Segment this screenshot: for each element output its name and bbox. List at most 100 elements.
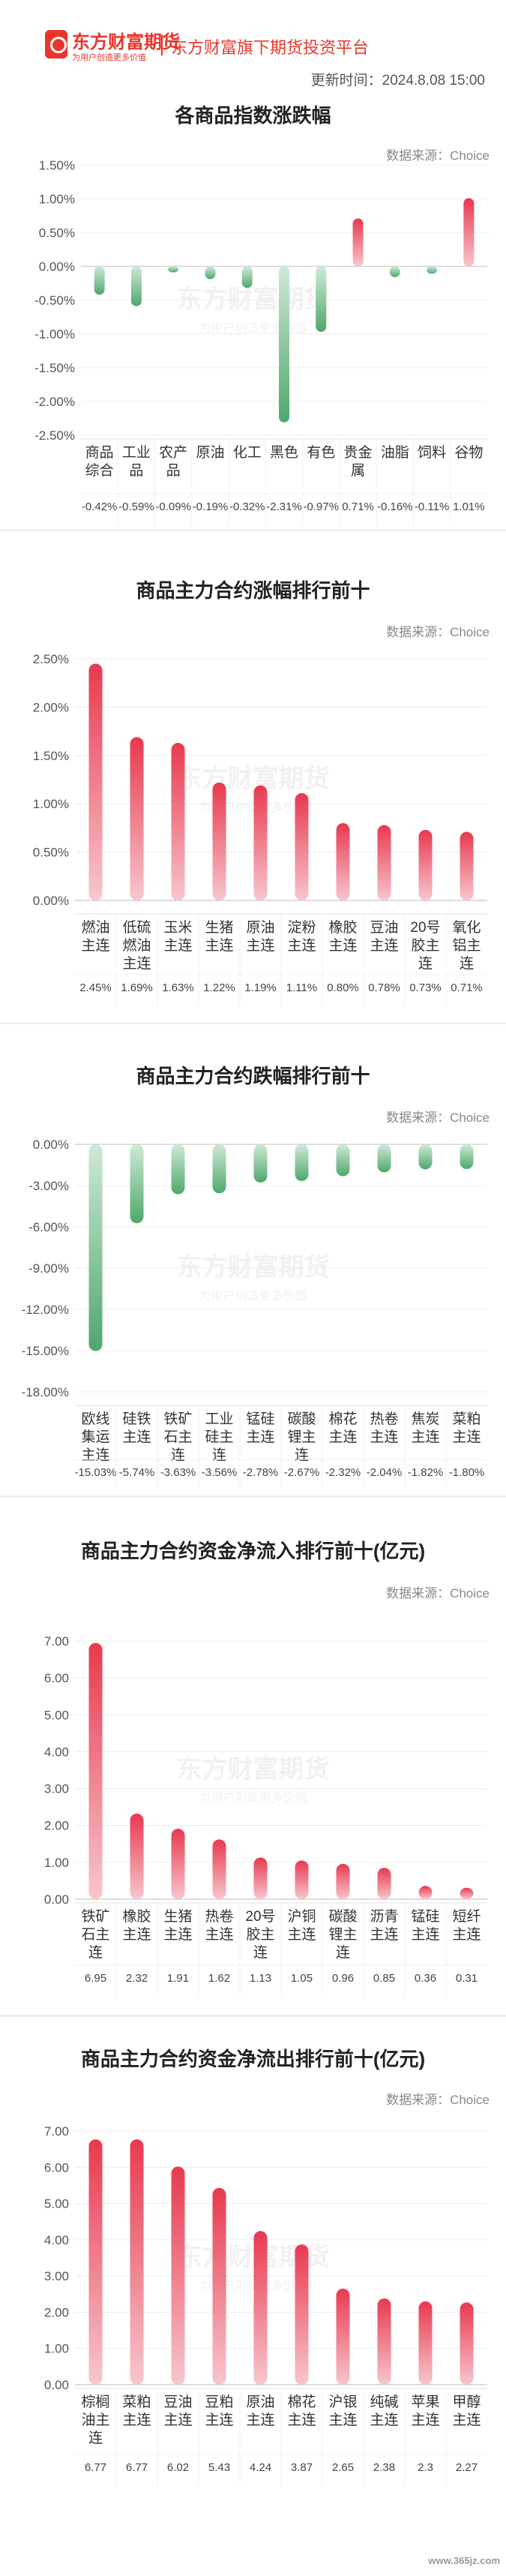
chart-title: 商品主力合约跌幅排行前十 — [136, 1065, 370, 1087]
value-label: 1.05 — [291, 1972, 313, 1985]
brand-name: 东方财富期货 — [72, 27, 180, 53]
bar — [130, 1144, 144, 1223]
category-label: 热卷 — [370, 1411, 398, 1427]
value-label: 0.96 — [332, 1972, 354, 1985]
value-label: -0.32% — [229, 500, 265, 513]
value-label: 0.31 — [456, 1972, 478, 1985]
data-source: 数据来源：Choice — [386, 2093, 490, 2107]
bar — [172, 2166, 185, 2385]
data-source: 数据来源：Choice — [386, 625, 490, 639]
category-label: 谷物 — [454, 444, 483, 461]
y-tick-label: -2.00% — [34, 395, 75, 409]
category-label: 豆油 — [370, 919, 398, 936]
value-label: 6.77 — [85, 2461, 106, 2474]
category-label: 碳酸 — [328, 1908, 357, 1925]
category-label: 主连 — [370, 937, 398, 954]
watermark-slogan: 为用户创造更多价值 — [199, 321, 307, 335]
y-tick-label: 0.00 — [44, 1892, 69, 1907]
category-label: 20号 — [245, 1909, 275, 1925]
value-label: -0.42% — [82, 500, 118, 513]
category-label: 棕榈 — [81, 2394, 109, 2410]
y-tick-label: 0.00% — [39, 260, 75, 274]
y-tick-label: -15.00% — [22, 1344, 69, 1358]
value-label: 1.69% — [121, 981, 153, 994]
bar — [254, 2231, 268, 2385]
category-label: 主连 — [411, 1429, 439, 1445]
category-label: 主连 — [411, 2412, 439, 2428]
category-label: 主连 — [370, 1926, 398, 1943]
bar — [172, 1144, 185, 1195]
y-tick-label: 1.00% — [33, 797, 69, 811]
category-label: 主连 — [163, 2412, 192, 2428]
category-label: 连 — [253, 1944, 268, 1961]
value-label: 1.91 — [167, 1972, 189, 1985]
bar — [390, 266, 400, 277]
bar — [419, 1886, 433, 1899]
category-label: 化工 — [233, 444, 262, 461]
bar — [460, 832, 474, 900]
watermark-text: 东方财富期货 — [177, 1754, 330, 1784]
y-tick-label: 3.00 — [44, 1782, 69, 1796]
bar — [130, 1814, 144, 1899]
watermark-text: 东方财富期货 — [177, 764, 330, 793]
value-label: -0.97% — [304, 500, 340, 513]
category-label: 主连 — [163, 1926, 192, 1943]
update-time: 更新时间：2024.8.08 15:00 — [311, 69, 485, 89]
category-label: 生猪 — [163, 1908, 192, 1925]
y-tick-label: 1.00 — [44, 2342, 69, 2356]
bar — [130, 737, 144, 900]
bar — [213, 783, 226, 900]
chart-title: 商品主力合约涨幅排行前十 — [136, 579, 370, 602]
category-label: 豆粕 — [205, 2394, 233, 2410]
y-tick-label: -18.00% — [22, 1385, 69, 1399]
chart-net-outflow: 商品主力合约资金净流出排行前十(亿元) 数据来源：Choice 东方财富期货 为用户创… — [0, 2017, 506, 2555]
platform-tagline: 东方财富旗下期货投资平台 — [171, 35, 369, 59]
category-label: 主连 — [81, 1447, 109, 1463]
y-tick-label: 0.50% — [33, 846, 69, 860]
category-label: 主连 — [287, 2412, 316, 2428]
category-label: 饲料 — [418, 444, 446, 461]
bar — [130, 2139, 144, 2385]
category-label: 石主 — [81, 1926, 109, 1943]
bar — [295, 2244, 309, 2385]
bar — [378, 1144, 391, 1172]
value-label: 2.3 — [418, 2461, 433, 2474]
value-label: 0.80% — [327, 981, 359, 994]
bar — [213, 1144, 226, 1193]
category-label: 集运 — [81, 1429, 109, 1445]
header-divider — [161, 35, 163, 56]
category-label: 硅铁 — [122, 1411, 151, 1427]
bar — [254, 1144, 268, 1183]
bar — [205, 266, 215, 279]
y-tick-label: 2.00% — [33, 700, 69, 714]
category-label: 豆油 — [163, 2394, 192, 2410]
category-label: 主连 — [205, 2412, 233, 2428]
bar — [242, 266, 253, 288]
bar — [89, 1144, 103, 1351]
y-tick-label: -1.00% — [34, 327, 75, 341]
bar — [316, 266, 326, 332]
category-label: 工业 — [122, 444, 151, 461]
category-label: 棉花 — [328, 1411, 357, 1427]
y-tick-label: -9.00% — [28, 1261, 69, 1276]
value-label: 2.27 — [456, 2461, 478, 2474]
category-label: 连 — [460, 955, 474, 972]
category-label: 油脂 — [381, 444, 409, 461]
category-label: 主连 — [452, 1429, 481, 1445]
category-label: 碳酸 — [287, 1411, 316, 1427]
data-source: 数据来源：Choice — [386, 1111, 490, 1125]
category-label: 棉花 — [287, 2394, 316, 2410]
y-tick-label: -0.50% — [34, 293, 75, 308]
category-label: 焦炭 — [411, 1411, 439, 1427]
category-label: 甲醇 — [452, 2394, 481, 2410]
category-label: 沪银 — [328, 2394, 357, 2410]
value-label: -0.59% — [118, 500, 154, 513]
category-label: 连 — [336, 1944, 350, 1961]
bar — [172, 1829, 185, 1899]
value-label: 1.11% — [286, 981, 317, 994]
category-label: 欧线 — [81, 1411, 109, 1427]
category-label: 品 — [129, 463, 143, 479]
category-label: 商品 — [85, 444, 114, 461]
bar — [460, 2302, 474, 2385]
